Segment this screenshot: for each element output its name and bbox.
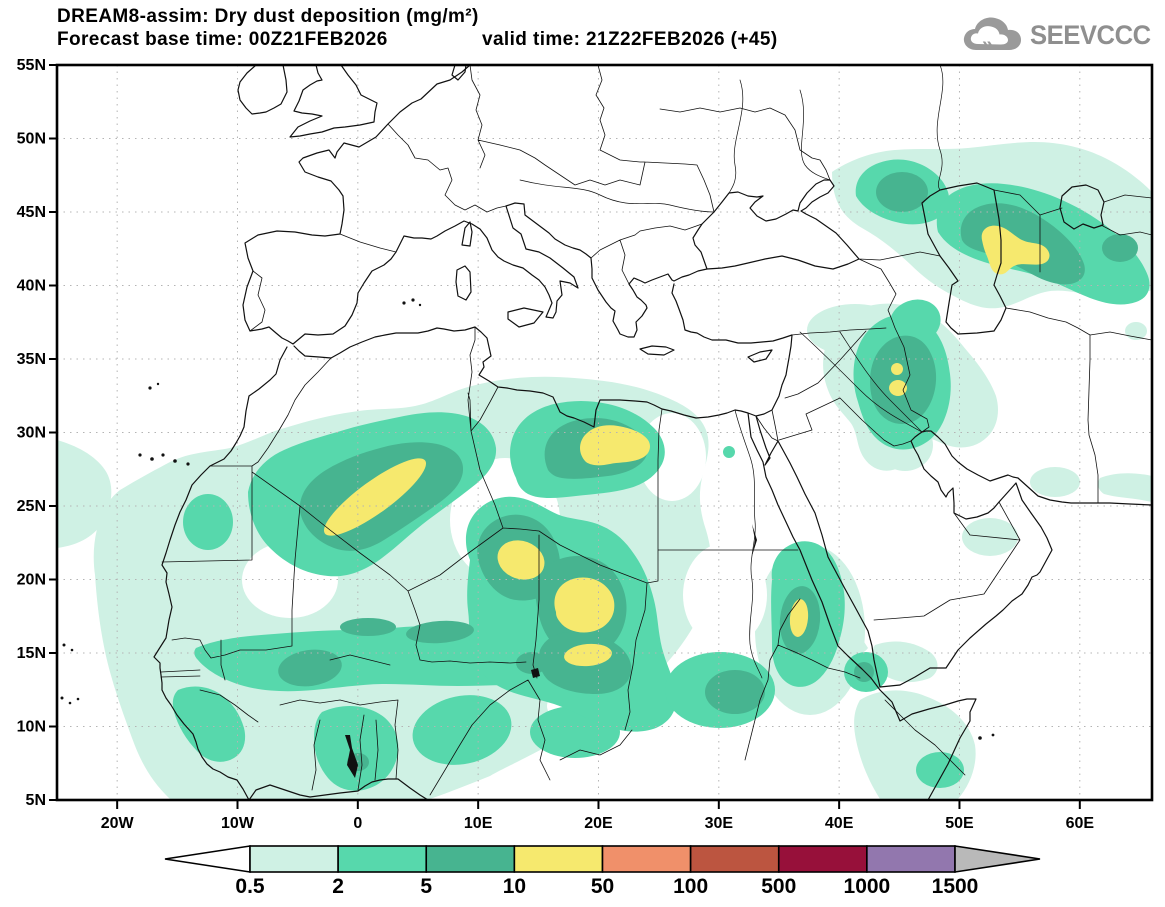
don-river: [799, 89, 831, 181]
lon-tick-label: 50E: [945, 815, 974, 832]
lon-tick-label: 0: [353, 815, 362, 832]
volga-river: [936, 65, 944, 191]
colorbar-segment: [337, 845, 428, 873]
lat-tick-label: 30N: [17, 425, 46, 442]
forecast-base-time-label: Forecast base time: 00Z21FEB2026: [57, 29, 388, 50]
colorbar-over-arrow: [954, 845, 1041, 873]
lat-tick-label: 15N: [17, 645, 46, 662]
colorbar-legend: 0.5 2 5 10 50 100 500 1000 1500: [164, 845, 1041, 898]
coastlines: [60, 65, 1152, 800]
colorbar-segment: [866, 845, 956, 873]
colorbar-tick-label: 1000: [844, 875, 891, 898]
logo-text: SEEVCCC: [1029, 19, 1151, 50]
caspian-aral-coastline: [921, 182, 1105, 335]
lon-tick-label: 30E: [705, 815, 734, 832]
lat-tick-label: 35N: [17, 351, 46, 368]
rivers: [345, 65, 944, 778]
islands-coastline: [237, 65, 773, 363]
colorbar-tick-label: 500: [761, 875, 796, 898]
country-borders: [160, 65, 1152, 796]
colorbar-tick-label: 2: [332, 875, 344, 898]
lon-tick-label: 20W: [101, 815, 135, 832]
europe-borders: [249, 65, 831, 332]
colorbar-tick-label: 100: [673, 875, 708, 898]
colorbar-under-arrow: [164, 845, 251, 873]
colorbar-tick-label: 5: [420, 875, 432, 898]
lake-nasser: [752, 524, 757, 556]
lat-tick-label: 10N: [17, 719, 46, 736]
cloud-with-arrows-icon: »: [963, 17, 1021, 56]
colorbar-segment: [249, 845, 339, 873]
dust-band-10-50: [323, 225, 1050, 667]
colorbar-segment: [601, 845, 692, 873]
europe-africa-coastline: [153, 65, 1152, 800]
nile-river: [734, 409, 763, 679]
africa-borders: [160, 326, 966, 796]
axis-labels: 55N 50N 45N 40N 35N 30N 25N 20N 15N 10N 5N 20W 10W 0 1…: [17, 57, 1095, 832]
chevron-arrows-icon: »: [982, 34, 993, 56]
gridlines: [57, 65, 1152, 800]
lon-tick-label: 10W: [221, 815, 255, 832]
page-title: DREAM8-assim: Dry dust deposition (mg/m²…: [57, 6, 479, 27]
colorbar-tick-label: 50: [591, 875, 614, 898]
middleeast-borders: [755, 189, 1152, 621]
colorbar-segment: [777, 845, 868, 873]
tigris-river: [839, 331, 923, 433]
lat-tick-label: 20N: [17, 572, 46, 589]
lat-tick-label: 25N: [17, 498, 46, 515]
valid-time-label: valid time: 21Z22FEB2026 (+45): [482, 29, 778, 50]
axis-ticks: [49, 64, 1081, 809]
colorbar-segment: [513, 845, 604, 873]
lat-tick-label: 45N: [17, 204, 46, 221]
lake-chad: [531, 668, 540, 678]
lon-tick-label: 60E: [1066, 815, 1095, 832]
lake-volta: [345, 735, 358, 778]
colorbar-segment: [689, 845, 780, 873]
cloud-inner: [970, 26, 1008, 45]
lon-tick-label: 20E: [584, 815, 613, 832]
lat-tick-label: 5N: [26, 792, 46, 809]
colorbar-tick-label: 1500: [932, 875, 979, 898]
euphrates-river: [799, 331, 923, 433]
colorbar-tick-label: 10: [503, 875, 526, 898]
lat-tick-label: 50N: [17, 131, 46, 148]
seevccc-logo: » SEEVCCC: [962, 14, 1157, 56]
dnieper-river: [728, 79, 744, 194]
lon-tick-label: 40E: [825, 815, 854, 832]
danube-river: [519, 179, 715, 213]
lon-tick-label: 10E: [464, 815, 493, 832]
colorbar-segment: [425, 845, 516, 873]
small-islands: [60, 298, 995, 740]
lat-tick-label: 55N: [17, 57, 46, 74]
colorbar-tick-label: 0.5: [235, 875, 265, 898]
lat-tick-label: 40N: [17, 278, 46, 295]
